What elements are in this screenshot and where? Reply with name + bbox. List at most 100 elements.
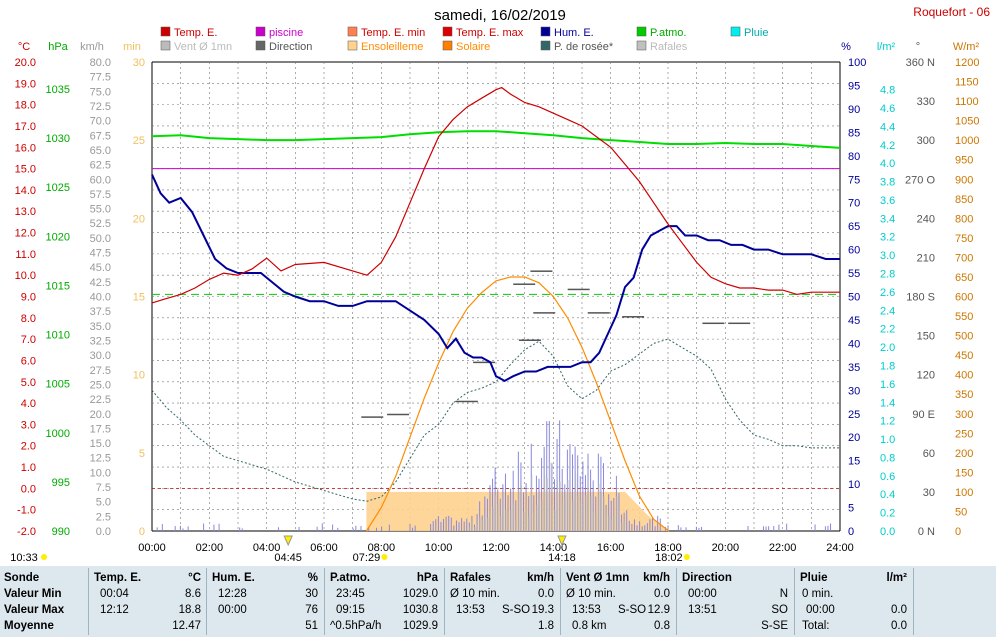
- axis-tick-temp: -1.0: [17, 505, 36, 517]
- axis-tick-press: 995: [52, 477, 70, 489]
- legend-label: Pluie: [744, 27, 768, 39]
- axis-tick-temp: 1.0: [21, 462, 36, 474]
- x-tick-label: 00:00: [138, 542, 166, 554]
- axis-tick-rain: 3.2: [880, 232, 895, 244]
- axis-tick-press: 990: [52, 526, 70, 538]
- event-time-2: 07:29: [353, 552, 381, 564]
- axis-tick-rain: 2.0: [880, 342, 895, 354]
- axis-tick-temp: 15.0: [15, 164, 36, 176]
- legend-swatch: [636, 40, 647, 51]
- axis-tick-rain: 1.0: [880, 434, 895, 446]
- direction-mark: [530, 270, 553, 272]
- axis-tick-rain: 2.6: [880, 287, 895, 299]
- stats-temp-unit: °C: [188, 572, 201, 584]
- axis-tick-min: 15: [133, 292, 145, 304]
- stats-press-avg-value: 1029.9: [402, 620, 438, 632]
- axis-tick-wind: 47.5: [90, 248, 111, 260]
- legend-swatch: [540, 40, 551, 51]
- axis-tick-hum: 70: [848, 198, 860, 210]
- legend-swatch: [255, 26, 266, 37]
- stats-hum-max-value: 76: [305, 604, 318, 616]
- axis-tick-wind: 60.0: [90, 174, 111, 186]
- stats-gust-max-value: 19.3: [531, 604, 554, 616]
- axis-tick-hum: 100: [848, 57, 866, 69]
- axis-tick-press: 1010: [46, 330, 70, 342]
- stats-rain-title: Pluie: [800, 572, 828, 584]
- axis-tick-hum: 15: [848, 456, 860, 468]
- x-tick-label: 12:00: [482, 542, 510, 554]
- event-marker-sun: [381, 554, 388, 560]
- stats-wind-max-time: 13:53: [572, 604, 601, 616]
- axis-tick-solar: 1050: [955, 116, 979, 128]
- axis-tick-press: 1020: [46, 231, 70, 243]
- stats-wind-avg-value: 0.8: [654, 620, 670, 632]
- axis-tick-wind: 15.0: [90, 438, 111, 450]
- direction-mark: [587, 312, 610, 314]
- axis-tick-temp: 6.0: [21, 355, 36, 367]
- axis-tick-wind: 5.0: [96, 497, 111, 509]
- axis-tick-rain: 4.6: [880, 103, 895, 115]
- stats-dir-min-value: N: [779, 588, 788, 600]
- legend-swatch: [442, 40, 453, 51]
- axis-tick-solar: 700: [955, 252, 973, 264]
- axis-tick-press: 1025: [46, 182, 70, 194]
- axis-tick-wind: 75.0: [90, 86, 111, 98]
- stats-row-label-min: Valeur Min: [4, 588, 62, 600]
- axis-tick-rain: 1.2: [880, 416, 895, 428]
- axis-tick-wind: 65.0: [90, 145, 111, 157]
- axis-tick-dir: 0 N: [918, 526, 935, 538]
- axis-tick-press: 1000: [46, 428, 70, 440]
- stats-press-trend: ^0.5hPa/h: [330, 620, 382, 632]
- axis-tick-wind: 57.5: [90, 189, 111, 201]
- stats-temp-title: Temp. E.: [94, 572, 142, 584]
- axis-tick-temp: 5.0: [21, 377, 36, 389]
- stats-rain-unit: l/m²: [886, 572, 907, 584]
- axis-tick-wind: 77.5: [90, 72, 111, 84]
- stats-wind-min-label: Ø 10 min.: [566, 588, 616, 600]
- axis-tick-dir: 60: [923, 448, 935, 460]
- axis-tick-temp: 8.0: [21, 313, 36, 325]
- axis-tick-hum: 5: [848, 503, 854, 515]
- axis-tick-temp: 12.0: [15, 228, 36, 240]
- stats-dir-title: Direction: [682, 572, 732, 584]
- axis-unit-press: hPa: [48, 41, 68, 53]
- axis-unit-hum: %: [841, 41, 851, 53]
- axis-tick-min: 10: [133, 370, 145, 382]
- stats-wind-min-value: 0.0: [654, 588, 670, 600]
- axis-tick-wind: 20.0: [90, 409, 111, 421]
- legend-label: Temp. E. min: [361, 27, 425, 39]
- axis-tick-rain: 2.2: [880, 324, 895, 336]
- stats-wind-title: Vent Ø 1mn: [566, 572, 630, 584]
- axis-tick-temp: 11.0: [15, 249, 36, 261]
- axis-tick-solar: 850: [955, 194, 973, 206]
- axis-tick-hum: 35: [848, 362, 860, 374]
- event-marker-sun: [41, 554, 47, 560]
- direction-mark: [533, 312, 556, 314]
- stats-rain-max-value: 0.0: [891, 604, 907, 616]
- axis-tick-temp: 10.0: [15, 270, 36, 282]
- chart-legend: Temp. E. piscine Temp. E. min Temp. E. max H…: [160, 26, 768, 53]
- axis-tick-dir: 330: [917, 96, 935, 108]
- axis-tick-wind: 0.0: [96, 526, 111, 538]
- stats-wind-max-value: 12.9: [647, 604, 670, 616]
- legend-label: Temp. E. max: [456, 27, 524, 39]
- x-tick-label: 24:00: [826, 542, 854, 554]
- direction-mark: [622, 316, 645, 318]
- legend-swatch: [160, 26, 171, 37]
- stats-press-max-time: 09:15: [336, 604, 365, 616]
- axis-tick-solar: 1100: [955, 96, 979, 108]
- direction-mark: [513, 283, 536, 285]
- axis-unit-wind: km/h: [80, 41, 104, 53]
- axis-tick-wind: 72.5: [90, 101, 111, 113]
- stats-wind-distance: 0.8 km: [572, 620, 607, 632]
- axis-tick-hum: 20: [848, 432, 860, 444]
- axis-tick-rain: 2.4: [880, 305, 895, 317]
- stats-rain-total-value: 0.0: [891, 620, 907, 632]
- axis-tick-hum: 25: [848, 409, 860, 421]
- x-tick-label: 06:00: [310, 542, 338, 554]
- axis-tick-temp: 14.0: [15, 185, 36, 197]
- axis-tick-min: 5: [139, 448, 145, 460]
- axis-tick-rain: 4.4: [880, 121, 895, 133]
- axis-tick-rain: 4.8: [880, 85, 895, 97]
- stats-dir-min-time: 00:00: [688, 588, 717, 600]
